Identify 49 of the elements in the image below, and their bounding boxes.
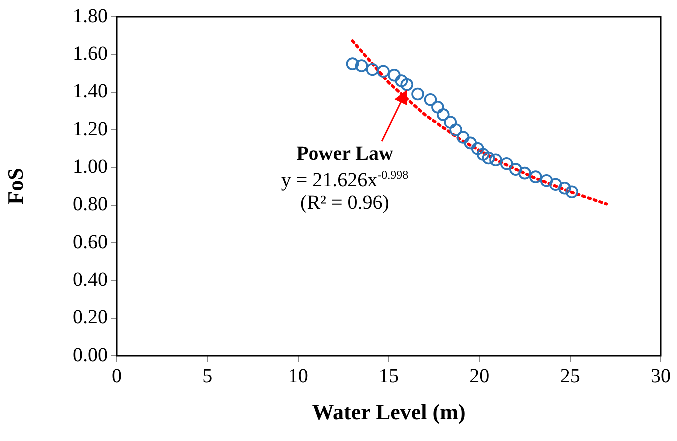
- point: [558, 182, 572, 195]
- point: [476, 148, 490, 161]
- point: [490, 154, 502, 167]
- annotation: y = 21.626x$^{-0.998}$: [280, 168, 410, 193]
- point: [412, 88, 424, 101]
- point: [549, 178, 562, 192]
- y-tick-label: 1.20: [73, 118, 108, 140]
- y-tick-label: 1.40: [73, 80, 108, 103]
- point: [424, 93, 438, 106]
- point: [529, 170, 542, 184]
- y-tick-label: 1.00: [73, 156, 108, 178]
- point: [400, 78, 414, 92]
- x-tick-label: 30: [651, 365, 671, 388]
- point: [510, 163, 522, 176]
- y-tick-label: 0.20: [73, 306, 108, 329]
- point: [471, 142, 484, 156]
- x-tick-label: 5: [202, 365, 213, 388]
- point: [456, 131, 470, 144]
- annotation: (R² = 0.96): [300, 192, 390, 215]
- x-tick-label: 25: [560, 365, 580, 388]
- point: [518, 166, 532, 180]
- point: [346, 58, 360, 70]
- y-tick-label: 0.80: [73, 194, 108, 216]
- point: [395, 74, 408, 88]
- point: [482, 152, 496, 165]
- x-tick-label: 10: [288, 365, 308, 388]
- point: [464, 136, 477, 150]
- y-tick-label: 0.60: [73, 231, 108, 254]
- point: [355, 60, 368, 72]
- x-tick-label: 20: [470, 365, 490, 388]
- x-tick-label: 15: [379, 365, 399, 388]
- point: [366, 63, 380, 76]
- point: [450, 124, 462, 136]
- point: [540, 174, 554, 188]
- point: [437, 108, 450, 122]
- y-tick-label: 1.80: [73, 5, 108, 28]
- y-axis-title: FoS: [2, 168, 28, 205]
- point: [432, 101, 444, 114]
- point: [444, 116, 458, 129]
- y-tick-label: 0.40: [73, 268, 108, 291]
- y-tick-label: 0.00: [73, 344, 108, 366]
- point: [377, 65, 390, 78]
- point: [500, 158, 514, 170]
- x-tick-label: 0: [112, 365, 122, 388]
- point: [388, 68, 401, 82]
- annotation: Power Law: [296, 143, 394, 166]
- point: [566, 186, 579, 199]
- x-axis-title: Water Level (m): [312, 399, 466, 424]
- y-tick-label: 1.60: [73, 42, 108, 65]
